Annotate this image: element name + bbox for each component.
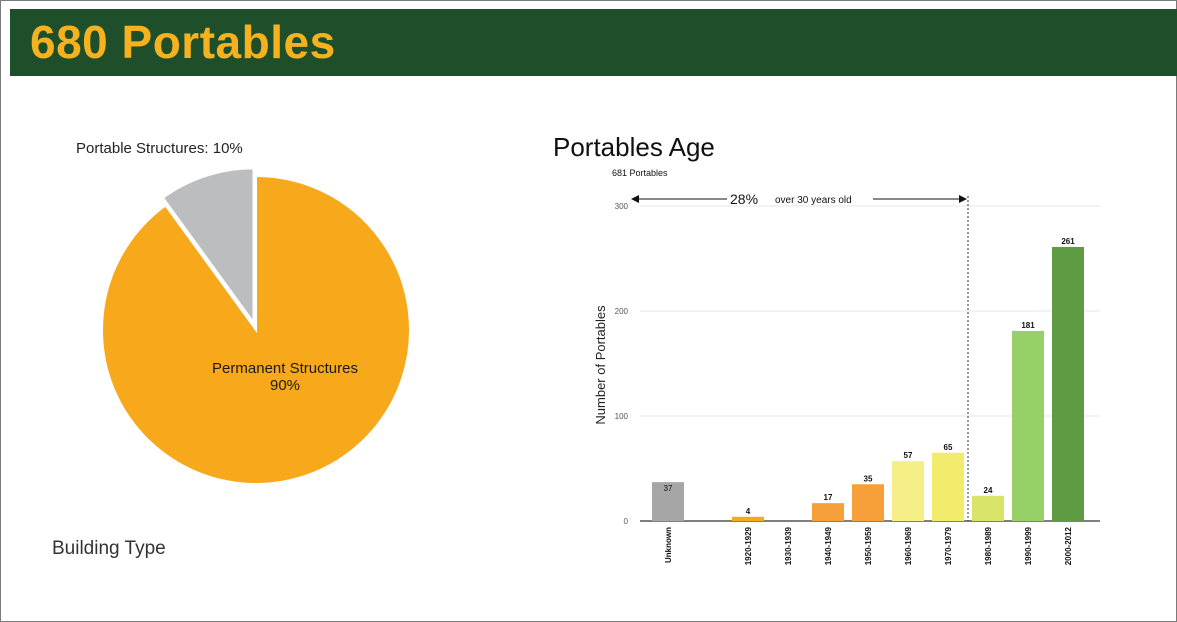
pie-label-portable: Portable Structures: 10% [76, 140, 243, 157]
pie-caption: Building Type [52, 538, 166, 559]
y-tick-label: 100 [615, 412, 629, 421]
page-title: 680 Portables [30, 16, 336, 68]
header-bar: 680 Portables [10, 9, 1177, 76]
y-tick-label: 300 [615, 202, 629, 211]
x-tick-label: 1960-1969 [904, 526, 913, 565]
pie-slice-portable [161, 167, 255, 326]
data-label: 65 [944, 443, 953, 452]
x-tick-label: 1950-1959 [864, 526, 873, 565]
data-label: 17 [824, 493, 833, 502]
annotation-text: over 30 years old [775, 195, 852, 206]
chart-title: Portables Age [553, 132, 715, 162]
bar-1980-1989 [972, 495, 1004, 521]
bar-1970-1979 [932, 452, 964, 521]
bar-1960-1969 [892, 461, 924, 521]
bar-1950-1959 [852, 484, 884, 521]
x-tick-label: 1930-1939 [784, 526, 793, 565]
x-tick-label: 1940-1949 [824, 526, 833, 565]
x-tick-label: 1980-1989 [984, 526, 993, 565]
data-label: 35 [864, 474, 873, 483]
data-label: 24 [984, 486, 993, 495]
y-tick-label: 200 [615, 307, 629, 316]
building-type-pie-panel: Portable Structures: 10% Permanent Struc… [0, 0, 560, 622]
y-axis-label: Number of Portables [593, 305, 608, 425]
data-label: 37 [664, 484, 673, 493]
pie-label-permanent-name: Permanent Structures [212, 360, 358, 377]
chart-subtitle: 681 Portables [612, 168, 668, 178]
bar-1990-1999 [1012, 330, 1044, 521]
x-tick-label: 1920-1929 [744, 526, 753, 565]
x-tick-label: 1970-1979 [944, 526, 953, 565]
x-tick-label: Unknown [664, 527, 673, 563]
data-label: 261 [1061, 237, 1075, 246]
bar-2000-2012 [1052, 246, 1084, 521]
x-tick-label: 1990-1999 [1024, 526, 1033, 565]
annotation-percent: 28% [730, 191, 758, 207]
bar-1940-1949 [812, 503, 844, 521]
pie-label-permanent: Permanent Structures 90% [195, 360, 375, 394]
x-tick-label: 2000-2012 [1064, 526, 1073, 565]
y-tick-label: 0 [624, 517, 629, 526]
bar-1920-1929 [732, 516, 764, 521]
data-label: 57 [904, 451, 913, 460]
pie-slice-permanent [101, 174, 411, 485]
data-label: 4 [746, 507, 751, 516]
pie-label-permanent-pct: 90% [269, 377, 301, 394]
data-label: 181 [1021, 321, 1035, 330]
building-type-pie [101, 167, 411, 485]
bar-unknown [652, 482, 684, 521]
